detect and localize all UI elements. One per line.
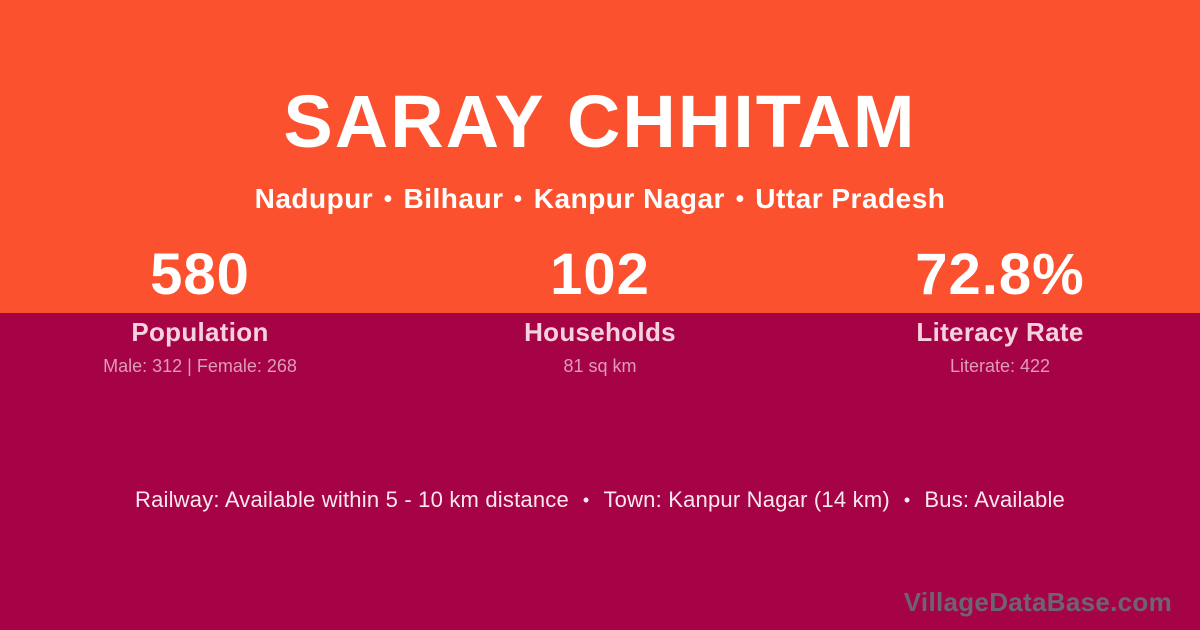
stat-labels-row: Population Male: 312 | Female: 268 House… [0,317,1200,377]
village-title: SARAY CHHITAM [283,80,917,163]
top-section: SARAY CHHITAM Nadupur • Bilhaur • Kanpur Nag… [0,0,1200,313]
location-part-block: Bilhaur [403,183,504,214]
population-label: Population [131,317,269,347]
households-column-meta: Households 81 sq km [400,317,800,377]
households-value: 102 [550,242,650,307]
bus-info: Bus: Available [924,487,1065,512]
bullet-separator: • [514,185,524,212]
literacy-column-value: 72.8% [800,244,1200,306]
bullet-separator: • [735,185,745,212]
literacy-value: 72.8% [915,242,1085,307]
households-column-value: 102 [400,244,800,306]
population-column-value: 580 [0,244,400,306]
bottom-section: Population Male: 312 | Female: 268 House… [0,313,1200,630]
bullet-separator: • [383,185,393,212]
town-info: Town: Kanpur Nagar (14 km) [603,487,890,512]
railway-info: Railway: Available within 5 - 10 km dist… [134,487,569,512]
watermark: VillageDataBase.com [903,587,1172,617]
location-part-district: Kanpur Nagar [533,183,725,214]
literacy-label: Literacy Rate [916,317,1084,347]
households-label: Households [524,317,676,347]
literacy-detail: Literate: 422 [949,356,1051,376]
stat-values-row: 580 102 72.8% [0,244,1200,306]
location-part-village: Nadupur [254,183,374,214]
households-detail: 81 sq km [563,356,637,376]
bullet-separator: • [582,490,590,510]
literacy-column-meta: Literacy Rate Literate: 422 [800,317,1200,377]
location-part-state: Uttar Pradesh [755,183,946,214]
bullet-separator: • [903,490,911,510]
location-breadcrumb: Nadupur • Bilhaur • Kanpur Nagar • Uttar Prade… [0,183,1200,215]
population-value: 580 [150,242,250,307]
population-detail: Male: 312 | Female: 268 [103,356,297,376]
population-column-meta: Population Male: 312 | Female: 268 [0,317,400,377]
amenities-footer: Railway: Available within 5 - 10 km dist… [0,486,1200,514]
